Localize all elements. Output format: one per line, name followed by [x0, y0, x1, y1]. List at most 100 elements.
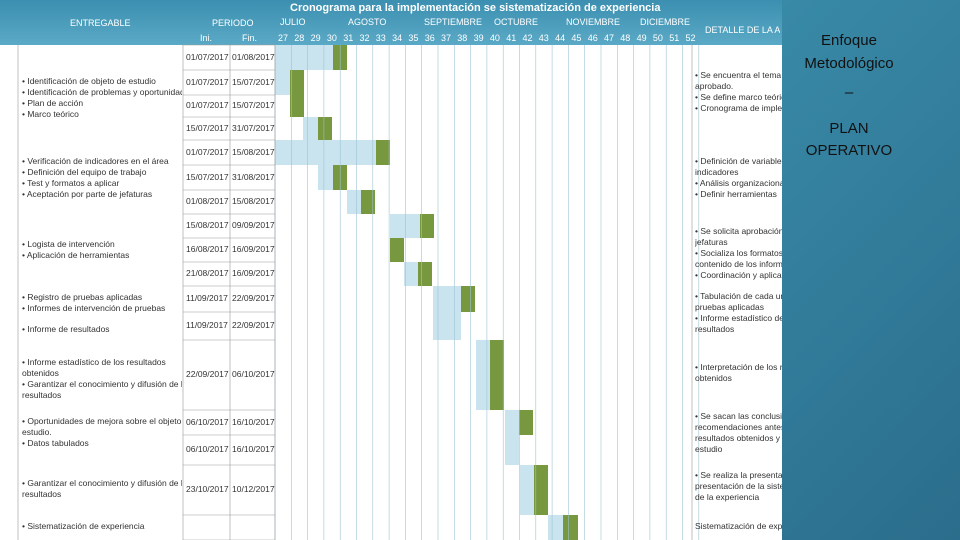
week-label: 32 — [359, 33, 370, 43]
milestone-bar — [534, 465, 548, 515]
detalle-text: pruebas aplicadas — [695, 302, 764, 312]
milestone-bar — [376, 140, 390, 165]
milestone-bar — [461, 286, 475, 312]
task-bar — [476, 340, 490, 410]
month-label: JULIO — [280, 17, 306, 27]
week-label: 48 — [620, 33, 631, 43]
week-label: 44 — [555, 33, 566, 43]
date-ini: 22/09/2017 — [186, 369, 229, 379]
week-label: 50 — [652, 33, 663, 43]
entregable-text: • Logista de intervención — [22, 239, 115, 249]
detalle-text: • Definir herramientas — [695, 189, 777, 199]
week-label: 36 — [424, 33, 435, 43]
entregable-text: • Definición del equipo de trabajo — [22, 167, 147, 177]
date-fin: 16/10/2017 — [232, 416, 275, 427]
date-ini: 21/08/2017 — [186, 268, 229, 278]
entregable-text: obtenidos — [22, 368, 59, 378]
date-ini: 01/07/2017 — [186, 146, 229, 157]
task-bar — [433, 286, 461, 312]
date-fin: 31/08/2017 — [232, 171, 275, 182]
week-label: 46 — [587, 33, 598, 43]
entregable-text: • Aplicación de herramientas — [22, 250, 130, 260]
detalle-text: • Se solicita aprobación de — [695, 226, 782, 236]
gantt-grid — [17, 44, 700, 540]
date-ini: 11/09/2017 — [186, 293, 228, 303]
task-bar — [505, 410, 519, 435]
title: Cronograma para la implementación se sis… — [290, 2, 661, 14]
date-ini: 06/10/2017 — [186, 444, 229, 454]
detalle-text: • Análisis organizacional — [695, 178, 782, 188]
milestone-bar — [361, 190, 375, 214]
month-label: NOVIEMBRE — [566, 17, 621, 27]
week-label: 31 — [343, 33, 354, 43]
week-label: 41 — [506, 33, 517, 43]
date-ini: 23/10/2017 — [186, 484, 229, 494]
milestone-bar — [490, 340, 504, 410]
col-fin: Fin. — [242, 33, 258, 43]
detalle-text: jefaturas — [695, 237, 728, 247]
detalle-text: recomendaciones antes los — [695, 422, 782, 432]
month-label: OCTUBRE — [494, 17, 539, 27]
date-ini: 15/08/2017 — [186, 220, 229, 230]
entregable-text: resultados — [22, 390, 62, 400]
detalle-text: • Cronograma de implementación — [695, 103, 782, 113]
detalle-text: • Interpretación de los resultados — [695, 362, 782, 372]
entregable-text: • Verificación de indicadores en el área — [22, 156, 169, 166]
date-fin: 09/09/2017 — [232, 220, 275, 230]
date-fin: 15/08/2017 — [232, 146, 275, 157]
detalle-text: • Coordinación y aplicación — [695, 270, 782, 280]
week-label: 30 — [326, 33, 337, 43]
detalle-text: • Tabulación de cada una de las — [695, 291, 782, 301]
date-fin: 15/07/2017 — [232, 100, 275, 110]
col-periodo: PERIODO — [212, 18, 254, 28]
task-bar — [347, 190, 361, 214]
date-ini: 16/08/2017 — [186, 244, 229, 254]
week-label: 51 — [669, 33, 680, 43]
entregable-text: • Test y formatos a aplicar — [22, 178, 120, 188]
week-label: 28 — [294, 33, 305, 43]
task-bar — [433, 312, 461, 340]
side-line: Enfoque — [821, 32, 877, 49]
date-fin: 15/08/2017 — [232, 196, 275, 206]
week-label: 35 — [408, 33, 419, 43]
date-fin: 22/09/2017 — [232, 293, 275, 303]
side-line: PLAN — [829, 120, 869, 137]
detalle-text: aprobado. — [695, 81, 734, 91]
milestone-bar — [290, 95, 304, 117]
entregable-text: • Aceptación por parte de jefaturas — [22, 189, 153, 199]
date-ini: 01/08/2017 — [186, 196, 229, 206]
task-bar — [275, 70, 290, 95]
side-line: OPERATIVO — [805, 142, 893, 159]
entregable-text: • Registro de pruebas aplicadas — [22, 292, 143, 302]
week-label: 29 — [310, 33, 321, 43]
col-entregable: ENTREGABLE — [70, 18, 131, 28]
date-fin: 16/09/2017 — [232, 244, 275, 254]
detalle-text: contenido de los informes — [695, 259, 782, 269]
week-label: 38 — [457, 33, 468, 43]
detalle-text: • Socializa los formatos y — [695, 248, 782, 258]
milestone-bar — [420, 214, 434, 238]
date-ini: 01/07/2017 — [186, 51, 229, 62]
entregable-text: • Informe de resultados — [22, 324, 110, 334]
week-label: 27 — [278, 33, 289, 43]
detalle-text: indicadores — [695, 167, 739, 177]
week-label: 47 — [604, 33, 615, 43]
entregable-text: • Informes de intervención de pruebas — [22, 303, 166, 313]
week-label: 39 — [473, 33, 484, 43]
detalle-text: • Definición de variables e — [695, 156, 782, 166]
detalle-text: • Se define marco teórico — [695, 92, 782, 102]
week-label: 42 — [522, 33, 533, 43]
entregable-text: resultados — [22, 489, 62, 499]
date-fin: 01/08/2017 — [232, 51, 275, 62]
date-ini: 01/07/2017 — [186, 76, 229, 87]
week-label: 34 — [392, 33, 403, 43]
entregable-text: • Sistematización de experiencia — [22, 521, 145, 531]
detalle-text: • Se encuentra el tema y — [695, 70, 782, 80]
col-detalle: DETALLE DE LA ACTIVIDAD — [705, 25, 780, 35]
task-bar — [275, 140, 376, 165]
entregable-text: • Marco teórico — [22, 109, 79, 119]
side-line: Metodológico — [804, 55, 894, 72]
detalle-text: • Se realiza la presentación — [695, 470, 782, 480]
date-fin: 22/09/2017 — [232, 320, 275, 330]
